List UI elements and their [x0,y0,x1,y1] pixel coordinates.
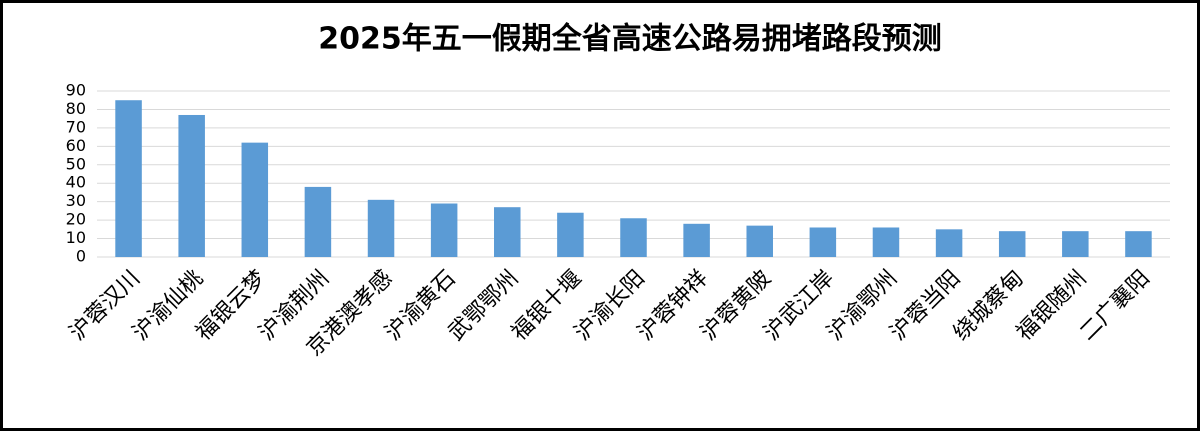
bar [683,223,710,257]
bar [304,186,332,257]
bar [809,227,837,257]
chart-title: 2025年五一假期全省高速公路易拥堵路段预测 [318,22,942,57]
y-tick-label: 0 [76,247,86,266]
bar [115,100,142,257]
y-tick-label: 80 [66,99,86,118]
y-tick-label: 40 [66,173,86,192]
y-tick-label: 50 [66,154,86,173]
y-tick-label: 70 [66,117,86,136]
y-tick-label: 10 [66,228,86,247]
bar [1062,231,1089,257]
bar [998,231,1026,257]
bar [494,207,521,257]
bar [620,218,647,257]
y-tick-label: 60 [66,136,86,155]
bar [241,142,269,257]
y-tick-label: 30 [66,191,86,210]
bar [935,229,963,257]
bar [367,199,395,257]
y-tick-label: 90 [66,81,86,100]
bar [746,225,773,257]
bar [1125,231,1152,257]
y-tick-label: 20 [66,210,86,229]
bar [872,227,900,257]
bar [430,203,458,257]
bar [178,114,205,257]
bar [557,212,584,257]
